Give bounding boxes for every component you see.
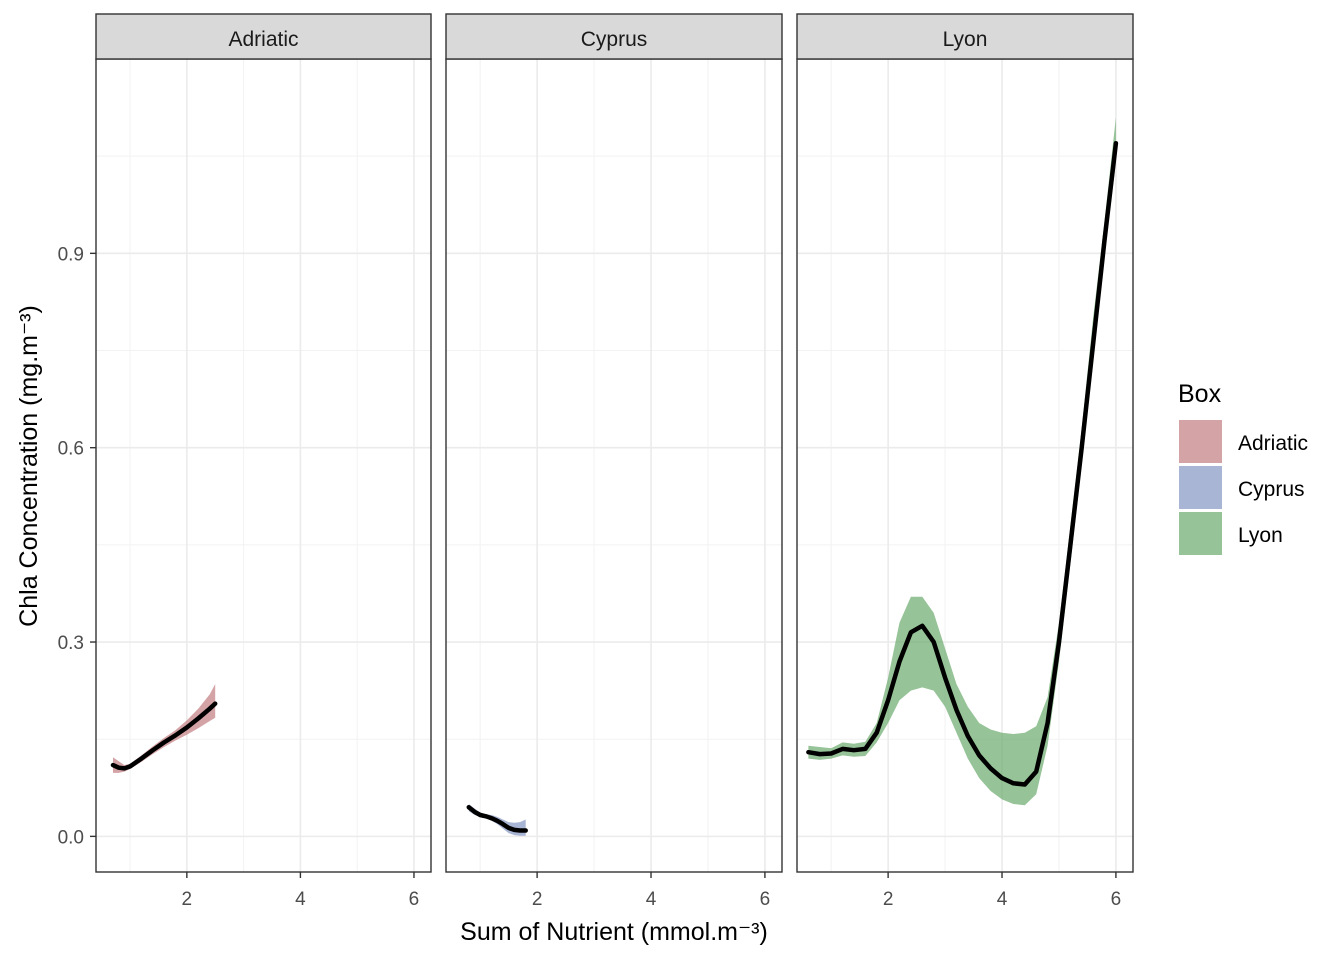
x-tick-label: 2 (883, 889, 894, 910)
x-tick-label: 4 (295, 889, 306, 910)
x-tick-label: 2 (182, 889, 193, 910)
panels-layer: Adriatic 2 4 6 Cyprus 2 4 6 Lyon 2 4 6 (95, 13, 1134, 910)
legend-label-lyon: Lyon (1238, 524, 1283, 547)
y-axis: 0.0 0.3 0.6 0.9 (58, 244, 96, 848)
legend-label-cyprus: Cyprus (1238, 478, 1305, 501)
legend-key-lyon (1179, 512, 1222, 555)
legend-key-cyprus (1179, 466, 1222, 509)
x-tick-label: 4 (997, 889, 1008, 910)
y-tick-label: 0.3 (58, 633, 84, 654)
panel-lyon: Lyon 2 4 6 (796, 13, 1134, 910)
x-tick-label: 2 (532, 889, 543, 910)
facet-strip-label: Lyon (943, 28, 988, 51)
facet-strip (796, 13, 1134, 60)
legend-key-adriatic (1179, 420, 1222, 463)
y-axis-title: Chla Concentration (mg.m⁻³) (15, 305, 43, 627)
x-tick-label: 6 (760, 889, 771, 910)
panel-cyprus: Cyprus 2 4 6 (445, 13, 783, 910)
confidence-ribbon-adriatic (113, 684, 216, 773)
smooth-line-cyprus (466, 804, 528, 833)
legend-label-adriatic: Adriatic (1238, 432, 1308, 455)
y-tick-label: 0.0 (58, 827, 84, 848)
facet-strip-label: Adriatic (228, 28, 298, 51)
x-tick-label: 6 (1111, 889, 1122, 910)
facet-strip (95, 13, 432, 60)
legend-title: Box (1178, 380, 1222, 408)
x-tick-label: 6 (409, 889, 420, 910)
facet-strip (445, 13, 783, 60)
smooth-line-adriatic (110, 701, 218, 771)
smooth-line-lyon (806, 140, 1119, 787)
x-axis-title: Sum of Nutrient (mmol.m⁻³) (460, 918, 768, 946)
legend: Box Adriatic Cyprus Lyon (1178, 380, 1308, 555)
panel-background (96, 59, 431, 872)
panel-background (446, 59, 782, 872)
y-tick-label: 0.9 (58, 244, 84, 265)
x-tick-label: 4 (646, 889, 657, 910)
facet-strip-label: Cyprus (581, 28, 648, 51)
legend-items: Adriatic Cyprus Lyon (1179, 420, 1308, 555)
panel-adriatic: Adriatic 2 4 6 (95, 13, 432, 910)
y-tick-label: 0.6 (58, 439, 84, 460)
